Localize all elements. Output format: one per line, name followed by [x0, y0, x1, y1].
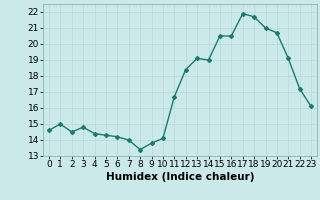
X-axis label: Humidex (Indice chaleur): Humidex (Indice chaleur) [106, 172, 254, 182]
